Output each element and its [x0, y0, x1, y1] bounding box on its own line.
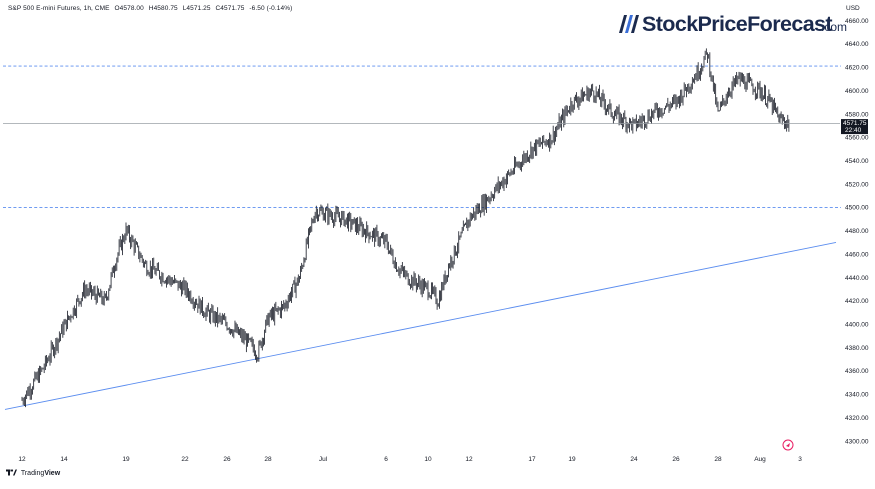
y-tick-label: 4340.00 [845, 392, 869, 399]
event-marker-glyph [786, 443, 790, 447]
x-tick-label: 22 [181, 456, 189, 463]
y-tick-label: 4560.00 [845, 135, 869, 142]
y-tick-label: 4320.00 [845, 415, 869, 422]
legend-low: L4571.25 [182, 5, 211, 12]
y-tick-label: 4500.00 [845, 205, 869, 212]
legend-close: C4571.75 [215, 5, 245, 12]
legend-high: H4580.75 [148, 5, 178, 12]
tradingview-attribution[interactable]: TradingView [6, 468, 60, 477]
y-tick-label: 4620.00 [845, 65, 869, 72]
x-tick-label: 3 [798, 456, 802, 463]
stockpriceforecast-logo-icon [619, 15, 639, 33]
y-tick-label: 4440.00 [845, 275, 869, 282]
y-tick-label: 4480.00 [845, 228, 869, 235]
x-tick-label: 6 [384, 456, 388, 463]
brand-name: StockPriceForecast [642, 12, 833, 36]
x-tick-label: Jul [319, 456, 328, 463]
x-tick-label: 19 [568, 456, 576, 463]
x-tick-label: 28 [264, 456, 272, 463]
y-axis-unit: USD [846, 5, 860, 12]
tradingview-text-trading: Trading [20, 470, 45, 477]
x-tick-label: 10 [424, 456, 432, 463]
trendline-layer [4, 241, 837, 410]
x-tick-label: 12 [18, 456, 26, 463]
time-axis[interactable]: 12 14 19 22 26 28 Jul 6 10 12 17 19 24 26 28 Aug 3 [18, 456, 802, 463]
y-tick-label: 4360.00 [845, 368, 869, 375]
last-price-value: 4571.75 [843, 120, 867, 127]
last-price-countdown: 22:40 [845, 127, 862, 134]
y-tick-label: 4600.00 [845, 88, 869, 95]
x-tick-label: 12 [465, 456, 473, 463]
y-tick-label: 4520.00 [845, 181, 869, 188]
price-axis[interactable]: 4300.00 4320.00 4340.00 4360.00 4380.00 4400.… [845, 5, 869, 445]
y-tick-label: 4420.00 [845, 298, 869, 305]
trendline [4, 241, 837, 410]
y-tick-label: 4660.00 [845, 18, 869, 25]
y-tick-label: 4300.00 [845, 438, 869, 445]
x-tick-label: 26 [223, 456, 231, 463]
x-tick-label: Aug [754, 456, 766, 463]
x-tick-label: 24 [630, 456, 638, 463]
event-marker-icon [782, 439, 794, 451]
x-tick-label: 14 [60, 456, 68, 463]
legend-change: -6.50 (-0.14%) [249, 5, 293, 12]
brand-suffix: .com [821, 20, 848, 34]
legend-symbol: S&P 500 E-mini Futures, 1h, CME [8, 5, 110, 12]
y-tick-label: 4460.00 [845, 251, 869, 258]
x-tick-label: 26 [672, 456, 680, 463]
tradingview-logo-icon [6, 469, 17, 476]
tradingview-text-view: View [44, 470, 61, 477]
last-price-tag [841, 119, 868, 135]
y-tick-label: 4640.00 [845, 41, 869, 48]
legend-open: O4578.00 [114, 5, 144, 12]
x-tick-label: 19 [122, 456, 130, 463]
x-tick-label: 28 [714, 456, 722, 463]
y-tick-label: 4540.00 [845, 158, 869, 165]
y-tick-label: 4380.00 [845, 345, 869, 352]
y-tick-label: 4400.00 [845, 321, 869, 328]
x-tick-label: 17 [528, 456, 536, 463]
y-tick-label: 4580.00 [845, 111, 869, 118]
price-series [21, 48, 790, 408]
symbol-legend: S&P 500 E-mini Futures, 1h, CME O4578.00… [8, 5, 295, 12]
